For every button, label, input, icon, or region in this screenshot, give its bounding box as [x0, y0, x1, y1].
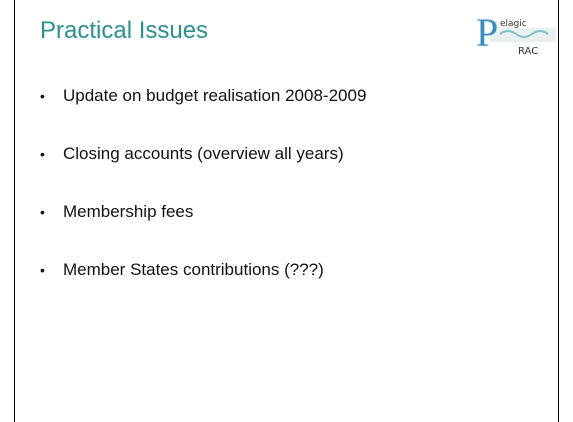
- logo-wave: [499, 30, 549, 38]
- slide-frame: [14, 0, 559, 422]
- bullet-item: Closing accounts (overview all years): [40, 140, 366, 198]
- bullet-item: Member States contributions (???): [40, 256, 366, 314]
- bullet-item: Update on budget realisation 2008-2009: [40, 82, 366, 140]
- logo-bottom-text: RAC: [518, 46, 538, 57]
- bullet-list: Update on budget realisation 2008-2009Cl…: [40, 82, 366, 314]
- slide-title: Practical Issues: [40, 17, 209, 44]
- logo-band: [490, 28, 556, 42]
- logo: P elagic RAC: [476, 14, 556, 57]
- logo-top-text: elagic: [500, 19, 527, 29]
- logo-mark: P: [476, 14, 498, 55]
- bullet-item: Membership fees: [40, 198, 366, 256]
